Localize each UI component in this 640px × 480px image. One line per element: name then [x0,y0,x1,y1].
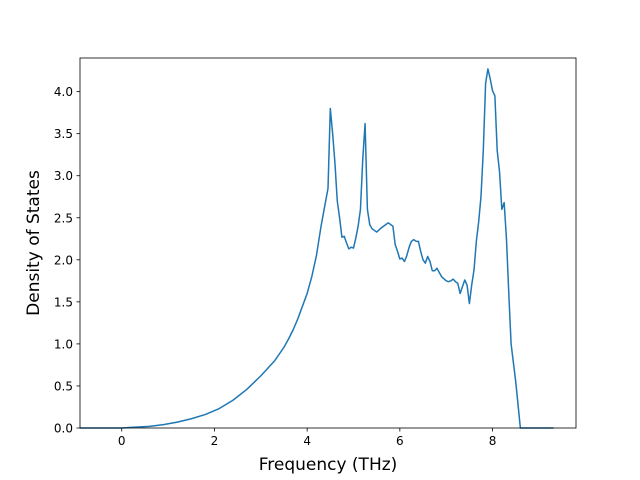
y-tick-label: 1.0 [54,337,73,351]
plot-frame [79,57,577,429]
y-tick-label: 3.0 [54,169,73,183]
y-tick-label: 2.0 [54,253,73,267]
y-tick-label: 3.5 [54,127,73,141]
x-tick-label: 4 [303,434,311,448]
x-axis-label: Frequency (THz) [259,455,398,475]
y-axis-ticks: 0.0 0.5 1.0 1.5 2.0 2.5 3.0 3.5 4.0 [54,85,80,436]
x-tick-label: 2 [211,434,219,448]
y-tick-label: 1.5 [54,295,73,309]
y-axis-label: Density of States [24,170,44,316]
x-tick-label: 8 [489,434,497,448]
y-tick-label: 4.0 [54,85,73,99]
y-tick-label: 2.5 [54,211,73,225]
y-tick-label: 0.0 [54,422,73,436]
dos-series-line [80,68,554,429]
y-tick-label: 0.5 [54,379,73,393]
plot-area [80,58,576,428]
x-tick-label: 6 [396,434,404,448]
x-tick-label: 0 [118,434,126,448]
x-axis-ticks: 0 2 4 6 8 [118,428,496,448]
